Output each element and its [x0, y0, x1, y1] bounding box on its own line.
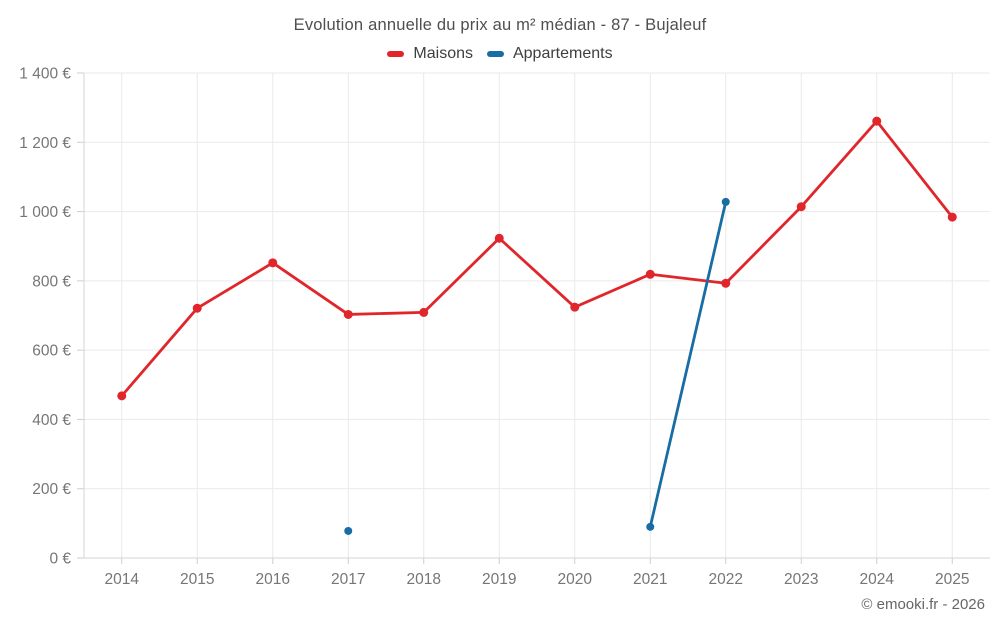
x-axis-label: 2017 — [331, 571, 365, 588]
series-line-maisons — [422, 236, 501, 314]
legend-label-maisons: Maisons — [413, 45, 473, 62]
series-line-maisons — [875, 119, 954, 219]
y-axis-label: 600 € — [32, 343, 71, 360]
point-maisons-2018 — [419, 307, 429, 317]
y-axis-label: 400 € — [32, 412, 71, 429]
y-axis-label: 200 € — [32, 481, 71, 498]
point-maisons-2016 — [268, 258, 278, 268]
x-axis-label: 2023 — [784, 571, 818, 588]
x-axis-label: 2016 — [256, 571, 290, 588]
x-axis-label: 2014 — [105, 571, 140, 588]
point-maisons-2015 — [192, 303, 202, 313]
x-axis-label: 2021 — [633, 571, 667, 588]
series-line-maisons — [799, 119, 879, 209]
point-maisons-2020 — [570, 302, 580, 312]
x-axis-label: 2019 — [482, 571, 516, 588]
series-line-maisons — [497, 236, 577, 309]
series-line-maisons — [120, 306, 199, 398]
point-maisons-2014 — [117, 391, 127, 401]
chart-title: Evolution annuelle du prix au m² médian … — [293, 16, 707, 34]
point-maisons-2024 — [872, 116, 882, 126]
series-line-maisons — [648, 272, 728, 285]
y-axis-label: 1 200 € — [19, 135, 71, 152]
series-line-maisons — [346, 310, 426, 316]
legend: Maisons Appartements — [0, 45, 1000, 63]
point-maisons-2017 — [343, 309, 353, 319]
point-appartements-2017 — [344, 526, 353, 535]
series-line-maisons — [195, 261, 275, 310]
x-axis-label: 2025 — [935, 571, 969, 588]
series-line-maisons — [724, 205, 803, 285]
credit-text: © emooki.fr - 2026 — [861, 596, 985, 613]
point-maisons-2021 — [645, 269, 655, 279]
legend-item-appartements[interactable]: Appartements — [486, 45, 613, 63]
x-axis-label: 2024 — [860, 571, 895, 588]
x-axis-label: 2020 — [558, 571, 593, 588]
y-axis-label: 1 400 € — [19, 66, 71, 83]
series-line-maisons — [271, 261, 350, 316]
x-axis-label: 2018 — [407, 571, 441, 588]
point-maisons-2022 — [721, 278, 731, 288]
legend-label-appartements: Appartements — [512, 45, 613, 62]
point-maisons-2019 — [494, 233, 504, 243]
y-axis-label: 1 000 € — [19, 204, 71, 221]
appartements-swatch-icon — [486, 51, 504, 57]
point-maisons-2023 — [796, 202, 806, 212]
point-maisons-2025 — [947, 212, 957, 222]
series-line-maisons — [573, 272, 652, 309]
point-appartements-2021 — [646, 522, 655, 531]
series-line-appartements — [648, 200, 728, 529]
y-axis-label: 800 € — [32, 273, 71, 290]
maisons-swatch-icon — [387, 51, 405, 57]
y-axis-label: 0 € — [49, 551, 71, 568]
legend-item-maisons[interactable]: Maisons — [387, 45, 473, 63]
point-appartements-2022 — [721, 197, 730, 206]
x-axis-label: 2015 — [180, 571, 214, 588]
x-axis-label: 2022 — [709, 571, 743, 588]
